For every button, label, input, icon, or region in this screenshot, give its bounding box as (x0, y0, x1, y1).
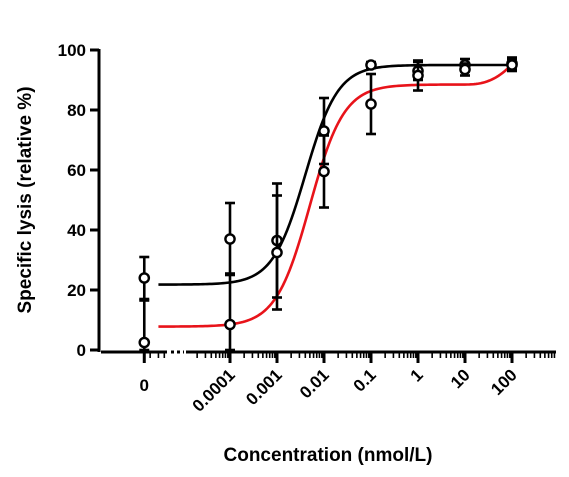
x-tick-label: 0.1 (350, 365, 380, 395)
data-point (506, 59, 518, 71)
x-tick-label: 0 (140, 376, 149, 395)
y-tick-label: 100 (58, 41, 86, 60)
data-point (138, 272, 151, 284)
x-tick-label: 1 (407, 365, 427, 385)
data-point (365, 98, 377, 110)
data-point (318, 165, 330, 178)
data-point (224, 318, 236, 331)
data-point (138, 336, 151, 349)
data-points (138, 56, 518, 352)
fit-curves (158, 61, 515, 328)
data-point (224, 233, 236, 245)
y-tick-label: 60 (67, 161, 86, 180)
data-point (459, 63, 471, 76)
y-tick-label: 40 (67, 221, 86, 240)
x-axis-title: Concentration (nmol/L) (224, 445, 433, 466)
x-tick-label: 0.01 (296, 365, 333, 402)
data-point (412, 69, 424, 82)
data-point (365, 59, 377, 71)
fit-curve-red (158, 61, 515, 328)
fit-curve-black (158, 63, 514, 286)
x-tick-label: 0.001 (242, 365, 286, 409)
axes: 0 20 40 60 80 100 0 0.0001 0.001 0.01 0.1 1 10 100 (58, 41, 556, 416)
x-tick-label: 10 (447, 365, 474, 392)
x-tick-label: 0.0001 (189, 365, 239, 415)
data-point (271, 246, 283, 259)
y-tick-label: 80 (67, 101, 86, 120)
y-tick-label: 0 (77, 341, 86, 360)
y-tick-label: 20 (67, 281, 86, 300)
y-axis-title: Specific lysis (relative %) (15, 86, 36, 313)
x-tick-label: 100 (487, 365, 520, 398)
